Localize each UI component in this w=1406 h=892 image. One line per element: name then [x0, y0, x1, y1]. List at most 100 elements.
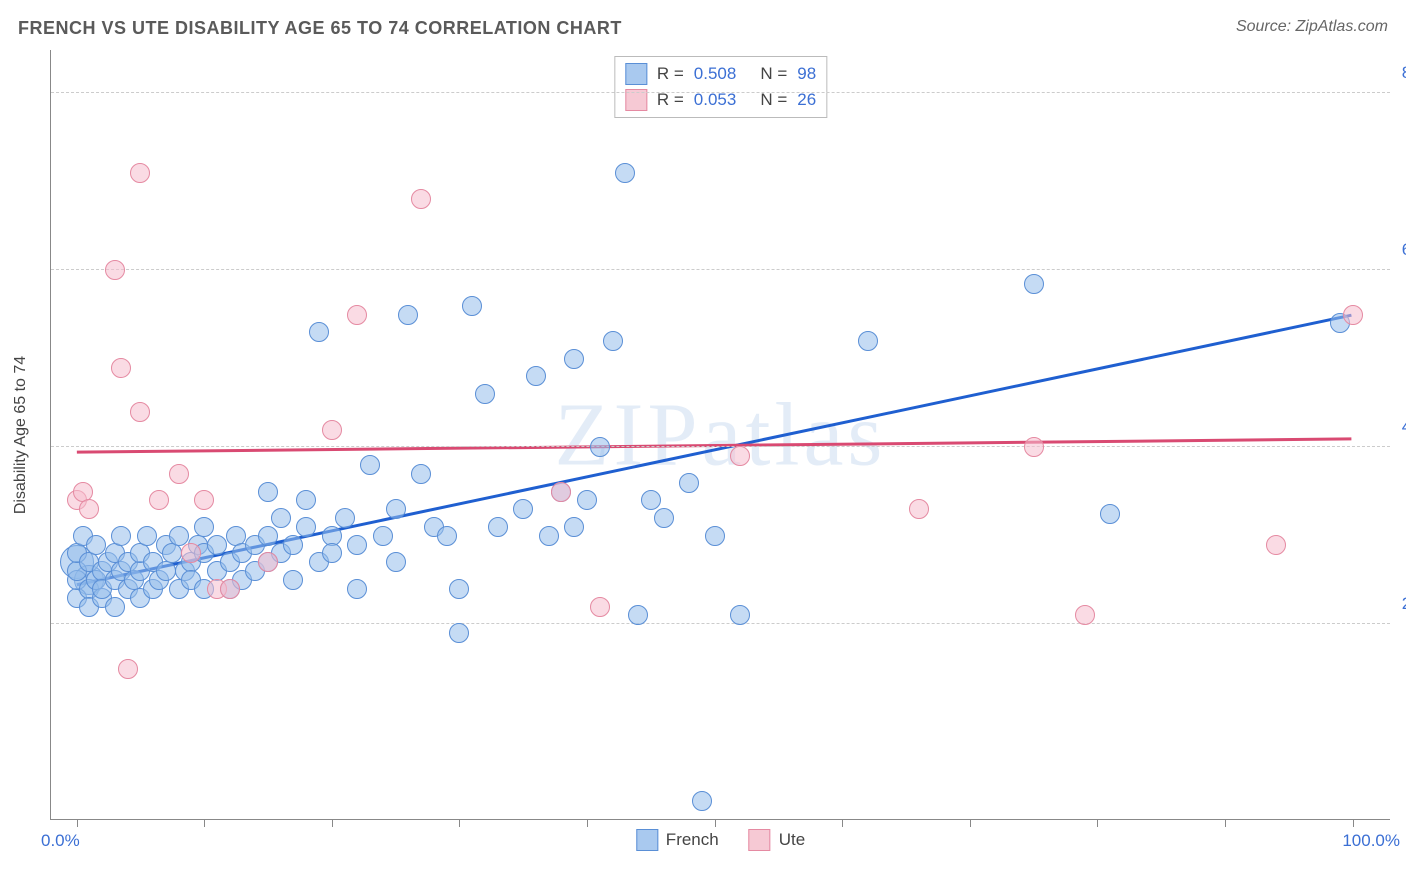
- x-tick: [332, 819, 333, 827]
- scatter-point: [111, 358, 131, 378]
- x-tick: [1353, 819, 1354, 827]
- scatter-point: [194, 517, 214, 537]
- trend-lines: [51, 50, 1390, 819]
- legend-row: R = 0.053N = 26: [625, 87, 816, 113]
- scatter-point: [1266, 535, 1286, 555]
- scatter-point: [169, 464, 189, 484]
- scatter-point: [181, 543, 201, 563]
- scatter-point: [449, 579, 469, 599]
- scatter-point: [347, 305, 367, 325]
- legend-n-value: 98: [797, 64, 816, 84]
- scatter-point: [1100, 504, 1120, 524]
- scatter-point: [909, 499, 929, 519]
- scatter-point: [258, 482, 278, 502]
- x-axis-max-label: 100.0%: [1342, 831, 1400, 851]
- x-tick: [587, 819, 588, 827]
- scatter-point: [169, 526, 189, 546]
- scatter-point: [858, 331, 878, 351]
- scatter-point: [539, 526, 559, 546]
- gridline-h: [51, 446, 1390, 447]
- scatter-point: [386, 552, 406, 572]
- chart-container: FRENCH VS UTE DISABILITY AGE 65 TO 74 CO…: [0, 0, 1406, 892]
- scatter-point: [1075, 605, 1095, 625]
- legend-n-label: N =: [760, 64, 787, 84]
- chart-title: FRENCH VS UTE DISABILITY AGE 65 TO 74 CO…: [18, 18, 622, 39]
- scatter-point: [615, 163, 635, 183]
- scatter-point: [705, 526, 725, 546]
- scatter-point: [283, 570, 303, 590]
- scatter-point: [551, 482, 571, 502]
- x-tick: [970, 819, 971, 827]
- scatter-point: [386, 499, 406, 519]
- scatter-point: [296, 490, 316, 510]
- scatter-point: [207, 535, 227, 555]
- scatter-point: [322, 543, 342, 563]
- scatter-point: [1024, 274, 1044, 294]
- x-tick: [715, 819, 716, 827]
- scatter-point: [590, 597, 610, 617]
- y-tick-label: 80.0%: [1402, 63, 1406, 83]
- scatter-point: [156, 561, 176, 581]
- scatter-point: [526, 366, 546, 386]
- scatter-point: [309, 322, 329, 342]
- x-tick: [1097, 819, 1098, 827]
- scatter-point: [86, 535, 106, 555]
- legend-series-label: Ute: [779, 830, 805, 850]
- legend-series-item: French: [636, 829, 719, 851]
- gridline-h: [51, 269, 1390, 270]
- scatter-point: [590, 437, 610, 457]
- plot-area: Disability Age 65 to 74 ZIPatlas R = 0.5…: [50, 50, 1390, 820]
- legend-swatch: [636, 829, 658, 851]
- scatter-point: [628, 605, 648, 625]
- scatter-point: [118, 659, 138, 679]
- scatter-point: [149, 490, 169, 510]
- scatter-point: [271, 508, 291, 528]
- x-axis-min-label: 0.0%: [41, 831, 80, 851]
- scatter-point: [513, 499, 533, 519]
- scatter-point: [347, 535, 367, 555]
- gridline-h: [51, 623, 1390, 624]
- scatter-point: [137, 526, 157, 546]
- scatter-point: [258, 526, 278, 546]
- scatter-point: [654, 508, 674, 528]
- scatter-point: [79, 499, 99, 519]
- scatter-point: [111, 526, 131, 546]
- scatter-point: [105, 260, 125, 280]
- scatter-point: [1024, 437, 1044, 457]
- scatter-point: [462, 296, 482, 316]
- legend-r-value: 0.508: [694, 64, 737, 84]
- scatter-point: [577, 490, 597, 510]
- scatter-point: [105, 597, 125, 617]
- scatter-point: [258, 552, 278, 572]
- y-tick-label: 20.0%: [1402, 594, 1406, 614]
- x-tick: [1225, 819, 1226, 827]
- scatter-point: [411, 189, 431, 209]
- x-tick: [459, 819, 460, 827]
- scatter-point: [449, 623, 469, 643]
- x-tick: [204, 819, 205, 827]
- scatter-point: [730, 446, 750, 466]
- scatter-point: [488, 517, 508, 537]
- scatter-point: [373, 526, 393, 546]
- scatter-point: [162, 543, 182, 563]
- scatter-point: [130, 163, 150, 183]
- scatter-point: [411, 464, 431, 484]
- scatter-point: [322, 420, 342, 440]
- scatter-point: [641, 490, 661, 510]
- scatter-point: [603, 331, 623, 351]
- legend-swatch: [749, 829, 771, 851]
- scatter-point: [194, 490, 214, 510]
- scatter-point: [475, 384, 495, 404]
- legend-series: French Ute: [636, 829, 805, 851]
- scatter-point: [1343, 305, 1363, 325]
- scatter-point: [347, 579, 367, 599]
- scatter-point: [283, 535, 303, 555]
- scatter-point: [564, 349, 584, 369]
- y-axis-title: Disability Age 65 to 74: [12, 355, 30, 513]
- scatter-point: [398, 305, 418, 325]
- x-tick: [77, 819, 78, 827]
- y-tick-label: 60.0%: [1402, 240, 1406, 260]
- legend-r-label: R =: [657, 64, 684, 84]
- scatter-point: [335, 508, 355, 528]
- watermark: ZIPatlas: [555, 383, 887, 486]
